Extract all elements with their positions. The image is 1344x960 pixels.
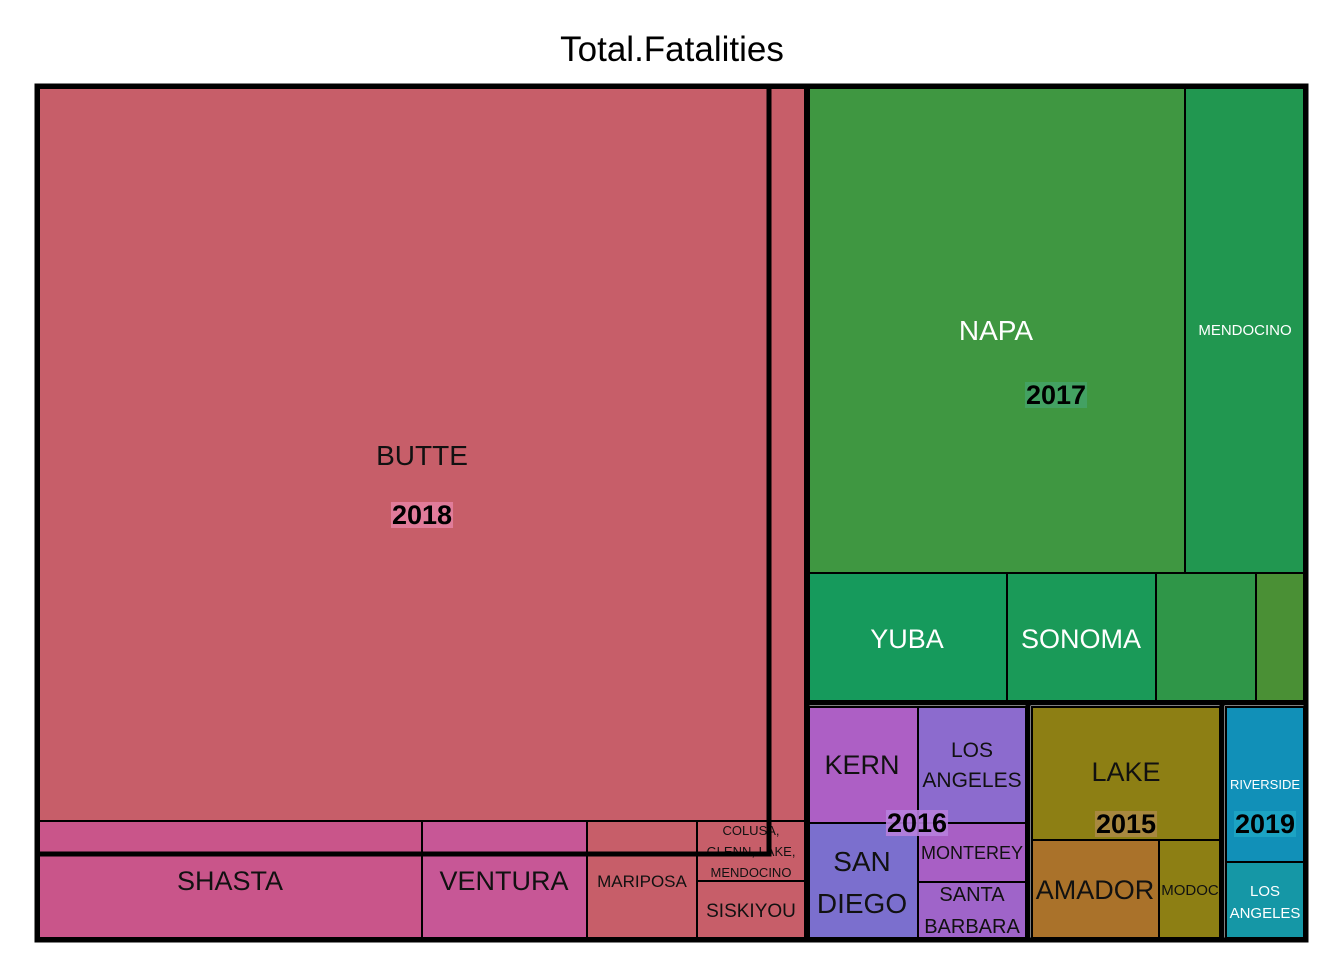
tile-label: AMADOR bbox=[1036, 875, 1155, 905]
tile-label: KERN bbox=[824, 750, 899, 780]
tile-2018-shasta bbox=[38, 820, 423, 939]
tile-2015-modoc bbox=[1158, 839, 1221, 939]
tile-label: MENDOCINO bbox=[1198, 322, 1291, 339]
tile-label: COLUSA, GLENN, LAKE, MENDOCINO bbox=[707, 823, 796, 880]
group-label-background bbox=[1094, 811, 1158, 837]
tile-label: BUTTE bbox=[376, 440, 468, 471]
tile-2016-santa-barbara bbox=[917, 881, 1027, 939]
group-label-background bbox=[1024, 382, 1088, 408]
tile-label: SANTA BARBARA bbox=[924, 884, 1020, 938]
group-label-background bbox=[885, 810, 949, 836]
group-2017: NAPA MENDOCINO YUBA SONOMA bbox=[804, 83, 1309, 706]
tile-label: NAPA bbox=[959, 315, 1033, 346]
tile-label: SISKIYOU bbox=[706, 901, 796, 922]
group-label-2015: 2015 bbox=[1096, 809, 1156, 839]
tile-2017-unlabeled-4 bbox=[1155, 572, 1257, 702]
tile-2017-napa bbox=[808, 87, 1186, 574]
tile-label: RIVERSIDE bbox=[1230, 777, 1300, 792]
tile-label: LOS ANGELES bbox=[922, 739, 1021, 792]
tile-2017-mendocino bbox=[1184, 87, 1305, 574]
tile-label: SHASTA bbox=[177, 866, 283, 896]
group-label-background bbox=[1233, 811, 1297, 837]
tile-2018-butte bbox=[38, 87, 806, 822]
tile-label: LAKE bbox=[1091, 757, 1160, 787]
group-label-2019: 2019 bbox=[1235, 809, 1295, 839]
tile-label: YUBA bbox=[870, 624, 944, 654]
tile-label: SAN DIEGO bbox=[817, 846, 907, 919]
tile-2016-los-angeles bbox=[917, 706, 1027, 824]
group-label-2017: 2017 bbox=[1026, 380, 1086, 410]
treemap-outer-border bbox=[34, 83, 1309, 943]
group-2016: KERN LOS ANGELES SAN DIEGO MONTEREY SANTA BARBA… bbox=[804, 700, 1031, 943]
group-label-background bbox=[390, 502, 454, 528]
tile-label: SONOMA bbox=[1021, 624, 1141, 654]
chart-title: Total.Fatalities bbox=[560, 30, 784, 69]
group-label-2016: 2016 bbox=[887, 808, 947, 838]
group-2018: BUTTE SHASTA VENTURA MARIPOSA COLUSA, GLENN, … bbox=[34, 83, 806, 939]
group-label-2018: 2018 bbox=[392, 500, 452, 530]
tile-label: MODOC bbox=[1161, 882, 1219, 899]
tile-2019-los-angeles bbox=[1225, 861, 1305, 939]
tile-2018-ventura bbox=[421, 820, 588, 939]
tile-2017-unlabeled-5 bbox=[1255, 572, 1305, 702]
tile-2016-san-diego bbox=[808, 822, 919, 939]
tile-label: LOS ANGELES bbox=[1230, 883, 1301, 922]
tile-label: VENTURA bbox=[439, 866, 568, 896]
tile-label: MONTEREY bbox=[921, 843, 1023, 863]
tile-2017-yuba bbox=[808, 572, 1008, 702]
tile-label: MARIPOSA bbox=[597, 872, 687, 891]
